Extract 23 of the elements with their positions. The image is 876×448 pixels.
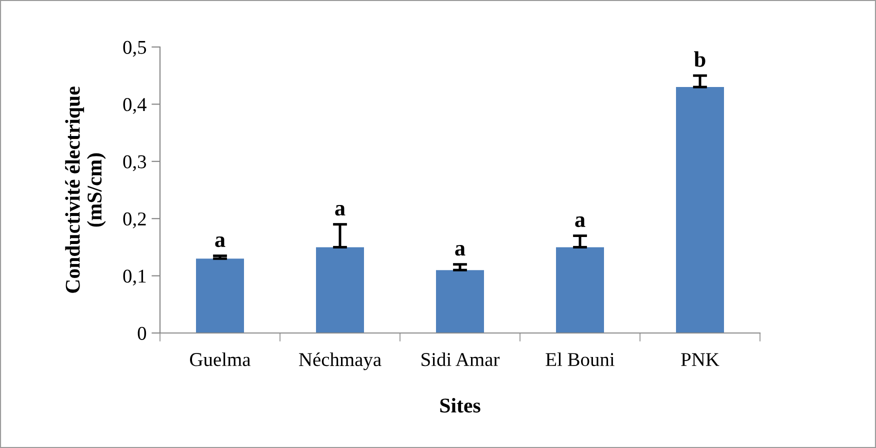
x-tick-label: PNK [681, 353, 720, 366]
bar [436, 270, 484, 333]
y-tick-label: 0,5 [123, 40, 146, 57]
y-tick-label: 0,1 [123, 270, 146, 286]
y-tick-label: 0 [138, 326, 146, 340]
bar [676, 87, 724, 333]
y-tick-label: 0,4 [123, 98, 146, 114]
annotation: a [215, 236, 226, 248]
bar [556, 247, 604, 333]
annotation: a [575, 216, 586, 228]
x-tick-label: Guelma [190, 352, 251, 366]
bar [316, 247, 364, 333]
y-axis-title: Conductivité électrique (mS/cm) [65, 86, 106, 293]
x-tick-label: Sidi Amar [422, 352, 500, 366]
x-axis-title: Sites [440, 398, 480, 413]
x-tick-label: El Bouni [546, 352, 614, 366]
x-tick-label: Néchmaya [298, 352, 382, 370]
annotation: a [455, 245, 466, 256]
annotation: a [335, 204, 346, 216]
bar [196, 258, 244, 333]
y-tick-label: 0,2 [123, 212, 146, 228]
annotation: b [694, 51, 706, 67]
y-tick-label: 0,3 [123, 155, 146, 172]
